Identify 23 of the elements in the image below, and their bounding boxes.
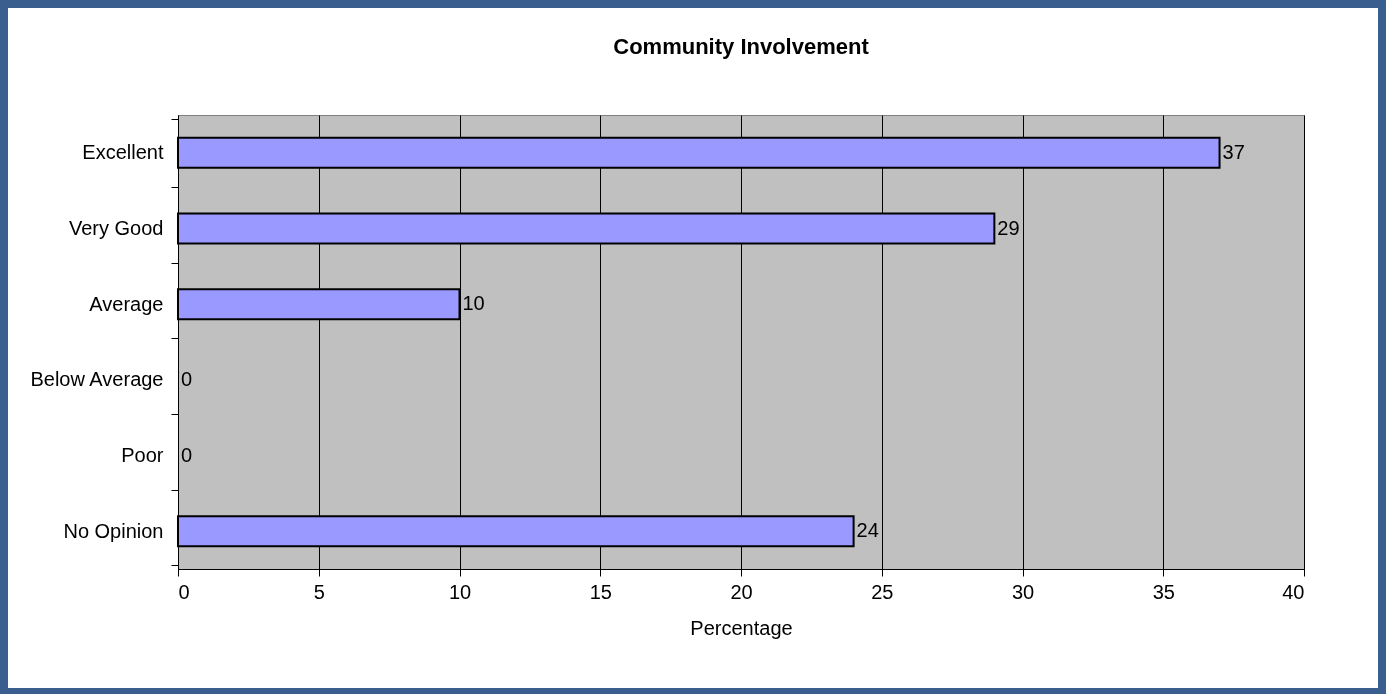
data-label: 29 [997,216,1020,239]
y-tick-label: Average [89,292,164,315]
data-label: 37 [1222,140,1245,163]
y-tick-label: No Opinion [63,519,164,542]
x-tick-label: 15 [589,580,612,603]
y-tick-label: Below Average [30,368,164,391]
x-tick-label: 10 [448,580,472,603]
y-tick-label: Very Good [68,217,164,239]
data-label: 0 [181,367,193,390]
x-tick-label: 25 [871,580,894,603]
y-tick-label: Poor [121,444,164,466]
x-tick-label: 20 [730,580,753,603]
chart-title: Community Involvement [613,34,870,59]
data-label: 0 [181,443,193,466]
x-tick-label: 5 [313,580,325,603]
data-label: 24 [856,519,879,542]
x-tick-label: 40 [1282,580,1305,603]
x-tick-label: 30 [1011,580,1035,603]
data-label: 10 [462,292,485,315]
x-tick-label: 0 [178,580,190,603]
x-tick-label: 35 [1152,580,1175,603]
y-tick-label: Excellent [82,141,164,164]
x-axis-title: Percentage [690,616,793,639]
